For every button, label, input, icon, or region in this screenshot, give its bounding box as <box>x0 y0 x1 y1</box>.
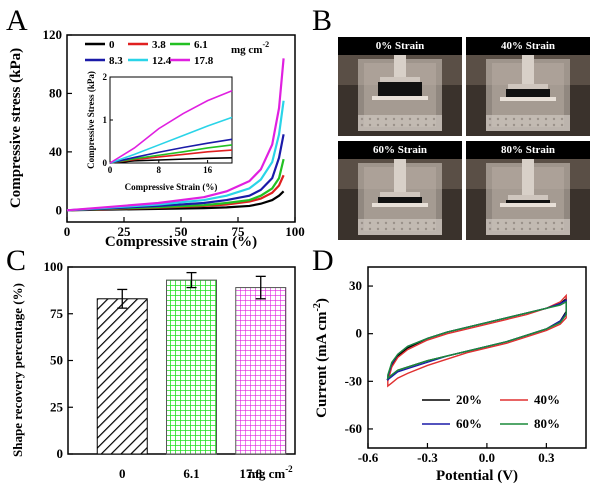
compression-test-rig <box>338 159 462 240</box>
panel-a-legend-label: 12.4 <box>152 55 172 67</box>
panel-a-y-tick-label: 40 <box>49 144 62 159</box>
panel-a-x-tick-label: 25 <box>118 224 132 239</box>
panel-a-inset: 0 8 16 0 1 2 Compressive Strain (%) Compressi… <box>86 71 233 192</box>
panel-d-plot-frame <box>367 266 587 449</box>
panel-a-legend-unit: mg cm-2 <box>231 40 269 56</box>
panel-d-y-tick-label: 0 <box>356 326 363 341</box>
panel-d-x-tick-label: -0.3 <box>417 450 438 465</box>
panel-d-legend-label: 60% <box>456 416 482 431</box>
strain-photo-caption: 80% Strain <box>466 141 590 159</box>
panel-a-legend-label: 0 <box>109 39 115 51</box>
panel-a-x-label: Compressive strain (%) <box>105 234 257 250</box>
panel-a-y-tick-label: 80 <box>49 85 62 100</box>
strain-photo: 0% Strain <box>338 37 462 136</box>
panel-a-legend-label: 8.3 <box>109 55 123 67</box>
strain-photo: 60% Strain <box>338 141 462 240</box>
panel-c-bar <box>166 279 217 455</box>
panel-d-x-tick-label: -0.6 <box>358 450 379 465</box>
panel-a-legend-label: 17.8 <box>194 55 214 67</box>
panel-a-inset-series-line <box>109 90 233 164</box>
panel-letter-d: D <box>312 244 334 277</box>
panel-a-y-tick-label: 120 <box>43 27 63 42</box>
panel-d-x-tick-label: 0.3 <box>538 450 555 465</box>
panel-a-y-tick-label: 0 <box>56 202 63 217</box>
panel-c-bar <box>96 298 148 455</box>
panel-a-inset-y-tick-label: 1 <box>103 115 108 125</box>
panel-c-category-label: 17.8 <box>239 466 262 481</box>
panel-a-series-line <box>66 58 285 212</box>
strain-photo-caption: 60% Strain <box>338 141 462 159</box>
panel-d-cv-loop <box>387 299 567 382</box>
panel-a-inset-x-label: Compressive Strain (%) <box>125 182 218 192</box>
panel-d-y-label: Current (mA cm-2) <box>312 298 330 418</box>
strain-photo-caption: 0% Strain <box>338 37 462 55</box>
panel-c-y-label: Shape recovery percentage (%) <box>10 283 25 457</box>
compression-test-rig <box>338 55 462 136</box>
strain-photo: 80% Strain <box>466 141 590 240</box>
panel-a-inset-x-tick-label: 8 <box>157 165 162 175</box>
panel-c-category-unit: mg cm-2 <box>248 464 293 481</box>
panel-d-cv-loop <box>387 293 567 388</box>
panel-c-bar <box>235 287 287 455</box>
compression-test-rig <box>466 159 590 240</box>
panel-d-x-tick-label: 0.0 <box>479 450 495 465</box>
panel-d-y-tick-label: -30 <box>345 373 362 388</box>
panel-d-legend-label: 80% <box>534 416 560 431</box>
panel-d-x-label: Potential (V) <box>436 468 518 484</box>
compression-test-rig <box>466 55 590 136</box>
panel-a-inset-y-tick-label: 2 <box>103 72 108 82</box>
panel-c-chart: 0 25 50 75 100 0 6.1 17.8 Shape recovery perce… <box>10 259 296 481</box>
panel-a-x-tick-label: 75 <box>232 224 246 239</box>
panel-a-x-tick-label: 0 <box>64 224 71 239</box>
panel-c-y-tick-label: 0 <box>57 446 64 461</box>
panel-a-inset-series-line <box>109 116 233 164</box>
panel-c-category-label: 6.1 <box>183 466 199 481</box>
panel-d-y-tick-label: -60 <box>345 421 362 436</box>
panel-d-legend-label: 40% <box>534 392 560 407</box>
panel-a-inset-y-tick-label: 0 <box>103 158 108 168</box>
panel-c-y-tick-label: 100 <box>44 259 64 274</box>
panel-c-y-tick-label: 75 <box>50 306 64 321</box>
panel-d-cv-loop <box>387 300 567 380</box>
panel-c-y-tick-label: 25 <box>50 399 64 414</box>
panel-d-legend: 20% 40% 60% 80% <box>422 392 560 431</box>
panel-a-legend: 0 3.8 6.1 8.3 12.4 17.8 <box>85 39 214 67</box>
panel-letter-a: A <box>6 4 28 37</box>
panel-a-legend-label: 3.8 <box>152 39 166 51</box>
panel-c-category-label: 0 <box>119 466 126 481</box>
strain-photo: 40% Strain <box>466 37 590 136</box>
panel-a-x-tick-label: 50 <box>175 224 188 239</box>
panel-a-plot-frame <box>66 34 296 223</box>
panel-a-inset-y-label: Compressive Stress (kPa) <box>86 71 96 169</box>
panel-a-inset-series-line <box>109 144 233 164</box>
panel-a-y-label: Compressive stress (kPa) <box>8 48 24 208</box>
panel-a-legend-label: 6.1 <box>194 39 208 51</box>
panel-a-inset-x-tick-label: 0 <box>108 165 113 175</box>
strain-photo-caption: 40% Strain <box>466 37 590 55</box>
panel-d-legend-label: 20% <box>456 392 482 407</box>
panel-a-inset-x-tick-label: 16 <box>203 165 213 175</box>
panel-letter-c: C <box>6 244 26 277</box>
panel-letter-b: B <box>312 4 332 37</box>
panel-d-y-tick-label: 30 <box>349 278 362 293</box>
panel-a-x-tick-label: 100 <box>285 224 305 239</box>
panel-a-inset-series-line <box>109 138 233 164</box>
panel-a-inset-series-line <box>109 157 233 164</box>
panel-c-y-tick-label: 50 <box>50 353 63 368</box>
panel-d-chart: -0.6 -0.3 0.0 0.3 -60 -30 0 30 Potential (V) Cu… <box>312 266 587 484</box>
